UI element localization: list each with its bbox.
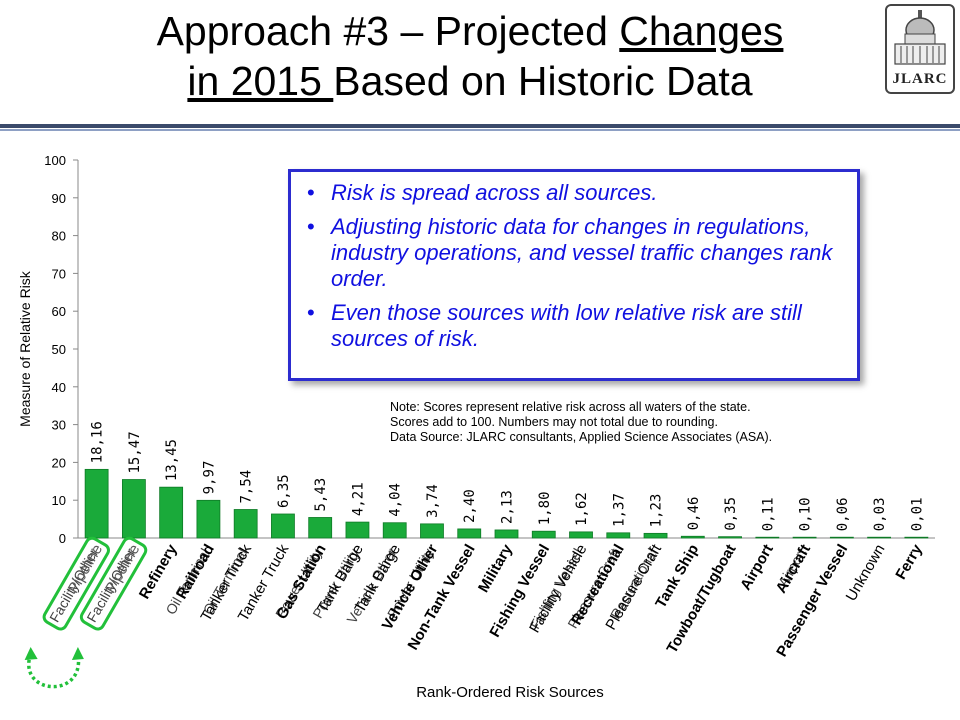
bar-value-label: 13,45: [164, 439, 180, 481]
bar-value-label: 9,97: [201, 461, 217, 495]
bar: [420, 523, 444, 539]
title-part-1: Approach #3 – Projected: [156, 8, 620, 54]
bar-value-label: 1,80: [537, 491, 553, 525]
highlight-box: [79, 536, 148, 631]
bar: [159, 486, 184, 539]
bar-value-label: 3,74: [425, 484, 441, 518]
bar-value-label: 1,37: [611, 493, 627, 527]
bar: [457, 528, 482, 539]
callout-bullet: Even those sources with low relative ris…: [307, 300, 843, 352]
bar-value-label: 0,01: [909, 497, 925, 531]
bar: [867, 536, 892, 539]
x-axis-label: Rank-Ordered Risk Sources: [416, 684, 604, 701]
bar-value-label: 2,13: [500, 490, 516, 524]
bar-value-label: 0,11: [760, 497, 776, 531]
bar: [196, 499, 221, 539]
title-divider-thin: [0, 129, 960, 131]
risk-bar-chart: 0 10 20 30 40 50 60 70 80 90 100 Measure of Relativ…: [17, 153, 935, 701]
y-tick-label: 10: [52, 493, 66, 508]
note-line: Scores add to 100. Numbers may not total…: [390, 415, 718, 429]
bar: [271, 513, 295, 539]
y-tick-label: 90: [52, 191, 66, 206]
bar: [345, 521, 370, 539]
category-label: Military: [475, 541, 516, 596]
swap-arrow: [27, 653, 81, 689]
swap-arrowhead-icon: [71, 647, 84, 660]
data-source-note: Note: Scores represent relative risk acr…: [384, 398, 876, 447]
callout-bullet: Risk is spread across all sources.: [307, 180, 843, 206]
y-tick-label: 40: [52, 380, 66, 395]
bar-value-label: 15,47: [127, 431, 143, 473]
title-divider: [0, 124, 960, 128]
bar: [643, 532, 668, 539]
bar-value-label: 4,04: [388, 483, 404, 517]
bar: [84, 468, 109, 539]
bar: [531, 530, 556, 539]
title-part-4: Based on Historic Data: [333, 58, 753, 104]
category-label: Towboat/Tugboat: [663, 541, 739, 656]
swap-arrowhead-icon: [24, 647, 38, 660]
bar: [121, 479, 146, 539]
y-tick-label: 50: [52, 342, 66, 357]
bar: [382, 522, 407, 539]
bar: [233, 509, 258, 539]
note-line: Note: Scores represent relative risk acr…: [390, 400, 751, 414]
bar: [680, 535, 705, 539]
slide-title: Approach #3 – Projected Changes in 2015 …: [40, 6, 900, 106]
bar: [755, 536, 780, 539]
bar: [792, 536, 817, 539]
bar-value-label: 7,54: [239, 470, 255, 504]
y-tick-label: 0: [59, 531, 66, 546]
category-label: Airport: [737, 542, 777, 594]
logo-text: JLARC: [892, 71, 948, 87]
bar: [904, 536, 929, 539]
bar-value-label: 1,23: [649, 494, 665, 528]
capitol-dome-icon: [894, 10, 946, 65]
bar-value-label: 5,43: [313, 478, 329, 512]
bar-value-label: 0,35: [723, 497, 739, 531]
bar-value-label: 2,40: [462, 489, 478, 523]
y-axis-label: Measure of Relative Risk: [17, 270, 33, 427]
callout-bullet: Adjusting historic data for changes in r…: [307, 214, 843, 292]
title-part-3: in 2015: [187, 58, 334, 104]
key-points-callout: Risk is spread across all sources. Adjus…: [288, 169, 860, 381]
highlight-box: [42, 536, 110, 631]
y-tick-label: 100: [44, 153, 66, 168]
bar: [494, 529, 519, 539]
bar: [308, 517, 333, 539]
category-label: Ferry: [892, 541, 926, 583]
bar-value-label: 0,46: [686, 497, 702, 531]
bar-value-label: 6,35: [276, 474, 292, 508]
bar-value-label: 1,62: [574, 492, 590, 526]
y-tick-label: 70: [52, 266, 66, 281]
bar: [718, 536, 742, 539]
bar-value-label: 0,03: [872, 497, 888, 531]
y-tick-label: 30: [52, 418, 66, 433]
jlarc-logo: JLARC: [885, 4, 955, 94]
title-part-2: Changes: [619, 8, 784, 54]
y-tick-label: 60: [52, 304, 66, 319]
category-label: Passenger Vessel: [773, 542, 851, 660]
bar: [569, 531, 593, 539]
bar-value-label: 18,16: [90, 421, 106, 463]
bar-value-label: 0,10: [798, 497, 814, 531]
bar: [606, 532, 631, 539]
y-tick-label: 80: [52, 229, 66, 244]
bar: [829, 536, 854, 539]
bar-value-label: 0,06: [835, 497, 851, 531]
note-line: Data Source: JLARC consultants, Applied …: [390, 430, 773, 444]
y-tick-label: 20: [52, 455, 66, 470]
bar-value-label: 4,21: [350, 482, 366, 516]
